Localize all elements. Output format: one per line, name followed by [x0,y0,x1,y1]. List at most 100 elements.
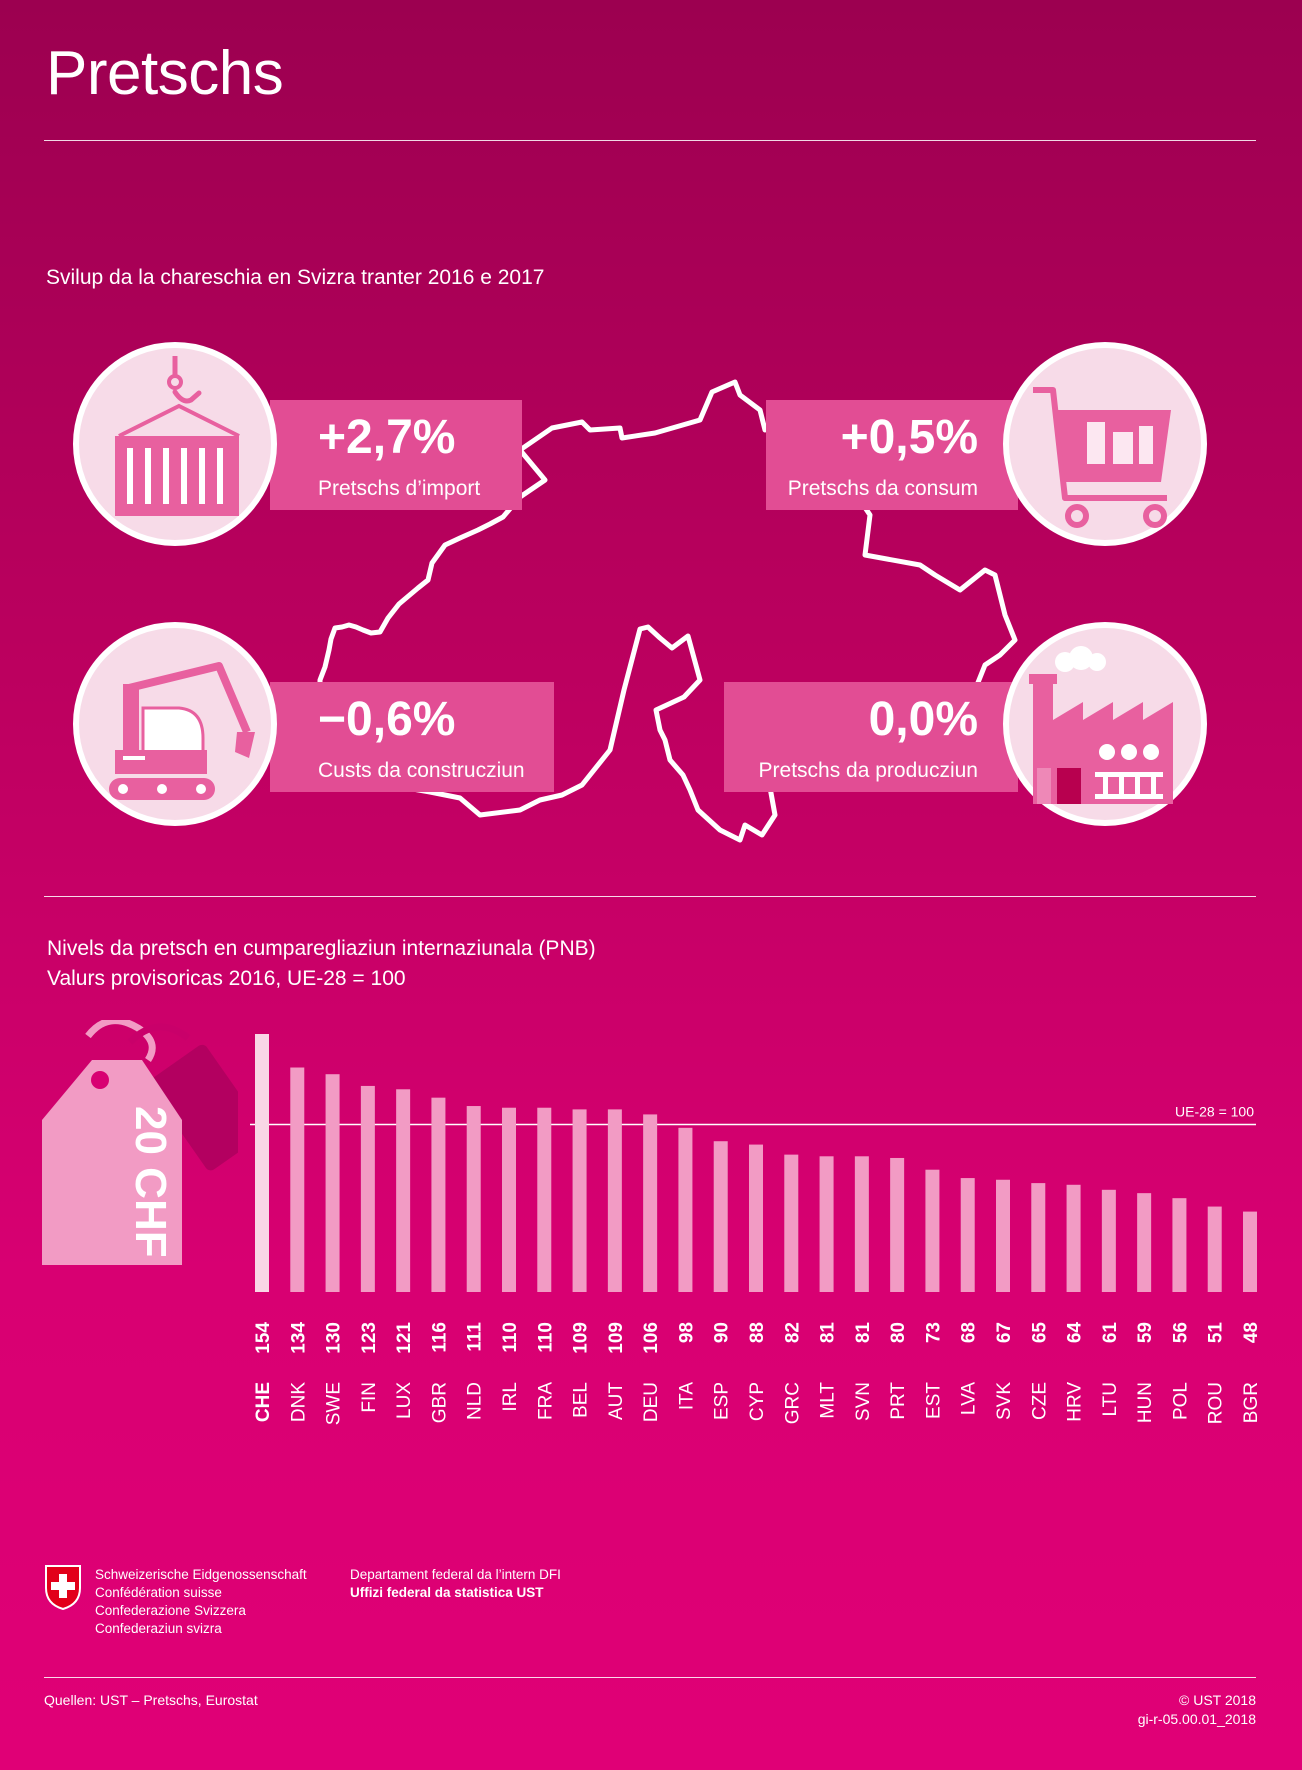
bar-swe [325,1074,340,1292]
bar-dnk [290,1067,305,1292]
category-label-esp: ESP [712,1382,733,1420]
value-label-ita: 98 [676,1322,697,1343]
bar-grc [784,1154,799,1292]
bar-lva [960,1178,975,1292]
value-label-cyp: 88 [747,1322,768,1343]
bar-aut [607,1109,622,1292]
chart-title: Nivels da pretsch en cumparegliaziun int… [47,937,596,960]
category-label-fra: FRA [535,1382,556,1420]
consum-circle [1003,342,1207,546]
bar-fin [360,1085,375,1292]
container-icon [115,356,240,516]
shopping-cart-icon [1033,387,1171,528]
bar-esp [713,1141,728,1292]
value-label-pol: 56 [1170,1322,1191,1343]
category-label-lva: LVA [959,1382,980,1415]
confederation-names: Schweizerische Eidgenossenschaft Confédé… [95,1566,307,1638]
graphic-code: gi-r-05.00.01_2018 [1137,1711,1256,1727]
category-label-svn: SVN [853,1382,874,1421]
category-label-aut: AUT [606,1382,627,1420]
category-label-fin: FIN [359,1382,380,1413]
category-label-grc: GRC [782,1382,803,1424]
value-label-fin: 123 [359,1322,380,1354]
sources: Quellen: UST – Pretschs, Eurostat [44,1692,258,1708]
value-label-lva: 68 [959,1322,980,1343]
category-label-lux: LUX [394,1382,415,1419]
section-divider [44,896,1256,897]
value-label-nld: 111 [465,1322,486,1352]
bar-ita [678,1127,693,1292]
value-label-est: 73 [923,1322,944,1343]
bar-cze [1031,1183,1046,1292]
import-value: +2,7% [318,411,456,464]
value-label-grc: 82 [782,1322,803,1343]
category-label-irl: IRL [500,1382,521,1412]
producziun-circle [1003,622,1207,826]
category-label-hrv: HRV [1065,1382,1086,1422]
category-label-swe: SWE [324,1382,345,1425]
bar-mlt [819,1156,834,1292]
bar-deu [643,1114,658,1292]
value-label-irl: 110 [500,1322,521,1353]
bar-cyp [749,1144,763,1292]
value-label-hrv: 64 [1065,1322,1086,1344]
bar-hrv [1066,1184,1081,1292]
category-label-ita: ITA [676,1382,697,1410]
value-label-rou: 51 [1206,1322,1227,1344]
confederation-it: Confederazione Svizzera [95,1603,246,1618]
value-label-dnk: 134 [288,1322,309,1354]
bar-bel [572,1109,587,1292]
bar-svn [854,1156,869,1292]
value-label-gbr: 116 [429,1322,450,1353]
category-label-svk: SVK [994,1382,1015,1420]
value-label-esp: 90 [712,1322,733,1343]
bar-lux [396,1089,411,1292]
consum-stat-box: +0,5% Pretschs da consum [766,400,1018,510]
swiss-coat-of-arms-icon [45,1565,81,1610]
confederation-de: Schweizerische Eidgenossenschaft [95,1567,307,1582]
bar-irl [502,1107,516,1292]
factory-icon [1029,646,1173,804]
category-label-pol: POL [1170,1382,1191,1420]
import-circle [73,342,277,546]
value-label-ltu: 61 [1100,1322,1121,1344]
category-label-rou: ROU [1206,1382,1227,1424]
excavator-icon [109,662,255,800]
value-label-che: 154 [253,1322,274,1354]
category-label-prt: PRT [888,1382,909,1420]
bar-nld [466,1106,481,1292]
import-label: Pretschs d’import [318,477,481,500]
category-label-bgr: BGR [1241,1382,1262,1423]
construcziun-stat-box: −0,6% Custs da construcziun [270,682,554,792]
category-label-mlt: MLT [818,1382,839,1419]
construcziun-value: −0,6% [318,693,456,746]
value-label-fra: 110 [535,1322,556,1353]
value-label-lux: 121 [394,1322,415,1354]
office-name: Uffizi federal da statistica UST [350,1585,544,1600]
value-label-aut: 109 [606,1322,627,1354]
import-stat-box: +2,7% Pretschs d’import [270,400,522,510]
value-label-bgr: 48 [1241,1322,1262,1343]
value-label-svn: 81 [853,1322,874,1344]
value-label-cze: 65 [1029,1322,1050,1344]
category-label-dnk: DNK [288,1382,309,1422]
eu-reference-label: UE-28 = 100 [1175,1103,1254,1119]
construcziun-label: Custs da construcziun [318,759,525,782]
bar-fra [537,1107,552,1292]
value-label-mlt: 81 [818,1322,839,1344]
chart-subtitle: Valurs provisoricas 2016, UE-28 = 100 [47,967,406,990]
category-label-est: EST [923,1382,944,1419]
department-name: Departament federal da l’intern DFI [350,1567,561,1582]
value-label-hun: 59 [1135,1322,1156,1343]
producziun-value: 0,0% [868,693,978,746]
page-title: Pretschs [46,39,284,108]
price-tag-icon [42,1020,238,1265]
category-label-ltu: LTU [1100,1382,1121,1416]
category-label-deu: DEU [641,1382,662,1422]
bar-svk [996,1179,1010,1292]
producziun-label: Pretschs da producziun [758,759,978,782]
price-level-bar-chart: UE-28 = 100 154 134 130 123 121 116 111 110 110 1… [250,1034,1262,1425]
bar-pol [1172,1198,1187,1292]
value-label-swe: 130 [324,1322,345,1354]
